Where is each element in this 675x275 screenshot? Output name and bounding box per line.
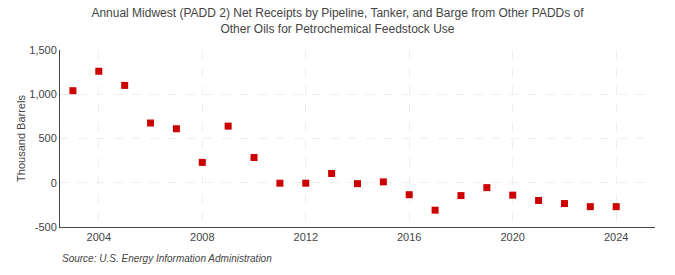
svg-text:2016: 2016 (397, 231, 421, 243)
svg-text:2012: 2012 (294, 231, 318, 243)
svg-text:2020: 2020 (500, 231, 524, 243)
svg-text:Annual Midwest (PADD 2) Net Re: Annual Midwest (PADD 2) Net Receipts by … (91, 6, 584, 36)
svg-text:Source: U.S. Energy Informatio: Source: U.S. Energy Information Administ… (62, 253, 272, 264)
svg-text:2004: 2004 (87, 231, 111, 243)
svg-text:-500: -500 (35, 221, 57, 233)
svg-text:Thousand Barrels: Thousand Barrels (15, 95, 27, 182)
svg-text:1,000: 1,000 (29, 88, 57, 100)
svg-text:2024: 2024 (604, 231, 628, 243)
svg-text:1,500: 1,500 (29, 44, 57, 56)
svg-text:0: 0 (51, 177, 57, 189)
svg-text:2008: 2008 (190, 231, 214, 243)
svg-text:500: 500 (38, 132, 56, 144)
